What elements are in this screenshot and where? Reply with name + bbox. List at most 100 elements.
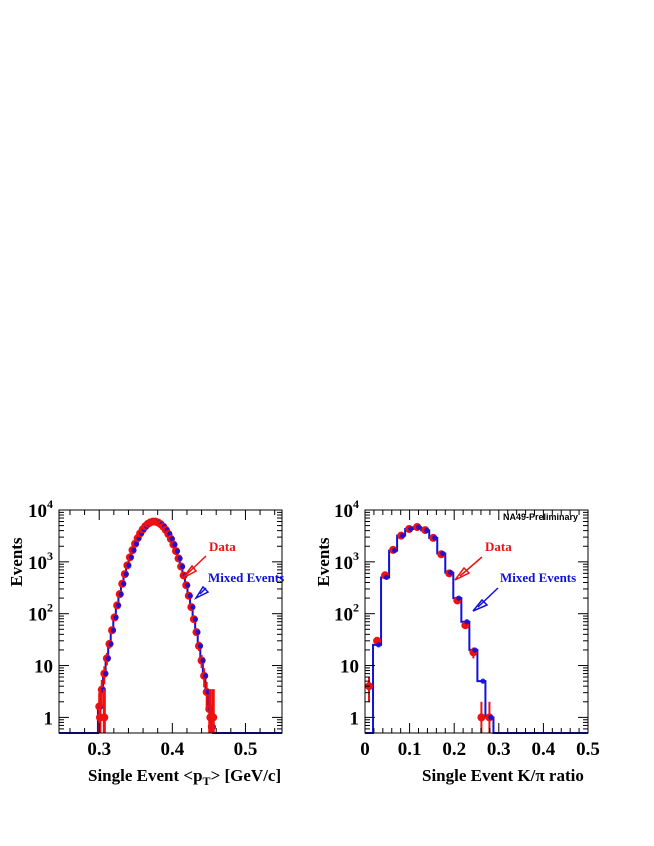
y-tick-label: 10 (340, 657, 359, 678)
y-tick-label: 1 (350, 708, 360, 729)
mixed-events-point (448, 570, 454, 576)
y-tick-label: 103 (334, 549, 359, 574)
y-tick-base: 10 (334, 553, 353, 574)
y-tick-base: 10 (28, 501, 47, 522)
mixed-events-point (133, 541, 140, 547)
x-tick-label: 0.4 (532, 739, 556, 760)
y-tick-exponent: 2 (353, 601, 359, 615)
mixed-events-point (128, 554, 135, 560)
mixed-events-point (190, 604, 196, 610)
y-tick-base: 10 (340, 657, 359, 678)
y-tick-exponent: 2 (47, 601, 53, 615)
mixed-events-point (123, 571, 129, 577)
mixed-events-point (116, 602, 122, 608)
data-arrow (182, 555, 207, 579)
data-point (100, 713, 109, 722)
mixed-events-point (121, 581, 127, 587)
y-tick-base: 10 (28, 605, 47, 626)
y-tick-label: 104 (334, 497, 359, 522)
y-tick-label: 102 (334, 601, 359, 626)
mixed-events-point (391, 547, 398, 554)
mixed-events-point (432, 535, 438, 541)
x-axis-title-sub: T (203, 774, 211, 788)
y-tick-label: 104 (28, 497, 53, 522)
y-tick-base: 10 (334, 501, 353, 522)
mixed-events-point (424, 527, 430, 533)
y-tick-exponent: 3 (353, 549, 359, 563)
mixed-events-point (456, 595, 462, 601)
mixed-events-point (108, 641, 114, 647)
mixed-events-point (408, 526, 414, 532)
mixed-events-point (113, 614, 119, 621)
y-tick-label: 102 (28, 601, 53, 626)
mixed-events-point (174, 548, 181, 554)
mixed-events-point (180, 563, 186, 570)
mixed-events-point (177, 555, 183, 562)
mixed-events-point (118, 591, 124, 597)
mixed-events-point (464, 619, 470, 625)
y-tick-base: 10 (28, 553, 47, 574)
mixed-events-point (187, 593, 193, 599)
mixed-events-point (172, 542, 178, 548)
mixed-events-point (440, 550, 446, 557)
mixed-events-point (192, 616, 198, 622)
mixed-events-point (131, 547, 137, 553)
y-tick-exponent: 3 (47, 549, 53, 563)
x-axis-title-main: Single Event <p (88, 766, 203, 785)
mixed-events-point (480, 678, 486, 684)
mixed-events-point (203, 673, 209, 679)
x-axis-title-tail: > [GeV/c] (211, 766, 282, 785)
x-tick-label: 0.5 (234, 739, 258, 760)
mixed-events-annotation: Mixed Events (500, 570, 576, 585)
y-tick-label: 10 (34, 657, 53, 678)
y-tick-label: 1 (44, 708, 54, 729)
mixed-events-point (416, 524, 422, 530)
x-tick-label: 0.2 (442, 739, 466, 760)
y-tick-base: 10 (34, 657, 53, 678)
y-tick-base: 1 (44, 708, 54, 729)
mixed-events-point (383, 574, 390, 581)
y-axis-title: Events (7, 537, 26, 587)
x-tick-label: 0.1 (398, 739, 422, 760)
x-tick-label: 0.3 (487, 739, 511, 760)
mixed-events-arrow (193, 585, 210, 600)
y-axis-title: Events (314, 537, 333, 587)
mixed-events-point (103, 671, 109, 677)
x-tick-label: 0.3 (87, 739, 111, 760)
y-tick-base: 1 (350, 708, 360, 729)
mixed-events-arrow (472, 587, 499, 612)
mixed-events-histogram (365, 526, 588, 734)
x-tick-label: 0 (360, 739, 370, 760)
y-tick-label: 103 (28, 549, 53, 574)
y-tick-exponent: 4 (353, 497, 359, 511)
preliminary-label: NA49-Preliminary (503, 512, 578, 522)
data-arrow (454, 556, 483, 581)
mixed-events-annotation: Mixed Events (208, 570, 284, 585)
mixed-events-point (488, 714, 494, 720)
mixed-events-point (169, 536, 175, 542)
mixed-events-point (185, 582, 191, 588)
mixed-events-point (375, 642, 382, 648)
x-axis-title: Single Event <pT> [GeV/c] (88, 766, 281, 788)
mixed-events-point (105, 655, 111, 661)
mixed-events-point (195, 629, 201, 635)
x-tick-label: 0.4 (160, 739, 184, 760)
mixed-events-point (110, 627, 117, 633)
plot-frame (364, 509, 589, 734)
mixed-events-point (126, 562, 132, 568)
data-annotation: Data (209, 539, 236, 554)
mixed-events-point (472, 647, 478, 653)
data-point (477, 713, 486, 722)
data-annotation: Data (485, 539, 512, 554)
mixed-events-histogram (59, 520, 282, 734)
x-axis-title: Single Event K/π ratio (422, 766, 584, 785)
mixed-events-point (200, 657, 206, 664)
data-point (209, 713, 218, 722)
mixed-events-point (400, 533, 406, 539)
y-tick-exponent: 4 (47, 497, 53, 511)
y-tick-base: 10 (334, 605, 353, 626)
mixed-events-point (197, 643, 204, 649)
